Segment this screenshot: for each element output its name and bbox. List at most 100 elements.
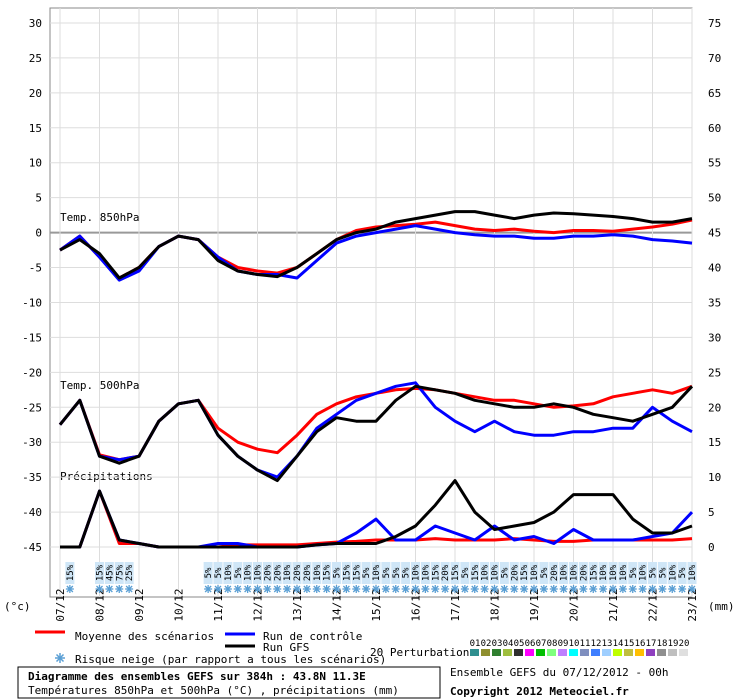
run-info: Ensemble GEFS du 07/12/2012 - 00h (450, 666, 669, 679)
x-tick-label: 22/12 (647, 588, 660, 621)
y2-tick-label: 30 (708, 331, 721, 344)
snow-flake (263, 585, 272, 593)
snow-flake (65, 585, 74, 593)
snow-cell (480, 562, 490, 584)
y-tick-label: -45 (22, 541, 42, 554)
snow-label: 10% (283, 564, 293, 581)
snow-label: 10% (224, 564, 234, 581)
x-tick-label: 16/12 (410, 588, 423, 621)
y-tick-label: -10 (22, 296, 42, 309)
snow-flake (579, 585, 588, 593)
snow-cell (114, 562, 124, 584)
snow-flake (95, 585, 104, 593)
snow-cell (381, 562, 391, 584)
perturbation-label: 19 (668, 639, 679, 649)
snow-cell (223, 562, 233, 584)
snow-flake (678, 585, 687, 593)
snow-flake (411, 585, 420, 593)
snow-flake (648, 585, 657, 593)
snow-label: 5% (461, 567, 471, 578)
perturbation-label: 12 (591, 639, 602, 649)
snow-label: 10% (421, 564, 431, 581)
y2-tick-label: 65 (708, 87, 721, 100)
snow-cell (499, 562, 509, 584)
snow-label: 10% (688, 564, 698, 581)
snow-flake (283, 585, 292, 593)
snow-flake (214, 585, 222, 593)
perturbation-swatch (646, 649, 655, 656)
snow-cell (233, 562, 243, 584)
snow-flake (530, 585, 538, 593)
copyright: Copyright 2012 Meteociel.fr (450, 685, 629, 698)
perturbation-swatch (492, 649, 501, 656)
legend-label: Run de contrôle (263, 630, 362, 643)
perturbation-label: 13 (602, 639, 613, 649)
snow-label: 15% (96, 564, 106, 581)
y2-tick-label: 35 (708, 296, 721, 309)
snow-label: 10% (639, 564, 649, 581)
snow-label: 5% (649, 567, 659, 578)
snow-flake (312, 585, 321, 593)
x-tick-label: 21/12 (607, 588, 620, 621)
left-unit: (°c) (4, 600, 31, 613)
snow-flake (105, 585, 114, 593)
perturbation-swatch (679, 649, 688, 656)
snow-cell (470, 562, 480, 584)
perturbation-label: 11 (580, 639, 591, 649)
y-tick-label: -5 (29, 262, 42, 275)
perturbation-swatch (580, 649, 589, 656)
snow-label: 15% (352, 564, 362, 581)
snow-cell (539, 562, 549, 584)
perturbations-label: 20 Perturbations (370, 646, 476, 659)
snow-flake (302, 585, 311, 593)
snow-flake (223, 585, 232, 593)
x-tick-label: 14/12 (331, 588, 344, 621)
snow-cell (618, 562, 628, 584)
snow-label: 20% (263, 564, 273, 581)
snow-cell (203, 562, 213, 584)
perturbation-label: 15 (624, 639, 635, 649)
snow-flake (658, 585, 667, 593)
snow-label: 5% (333, 567, 343, 578)
x-tick-label: 13/12 (291, 588, 304, 621)
snow-label: 20% (579, 564, 589, 581)
snow-flake (589, 585, 598, 593)
snow-flake (628, 585, 637, 593)
label-precip: Précipitations (60, 470, 153, 483)
y-tick-label: -30 (22, 436, 42, 449)
snow-flake (421, 585, 430, 593)
snow-cell (519, 562, 529, 584)
snow-cell (332, 562, 341, 584)
y2-tick-label: 20 (708, 401, 721, 414)
snow-label: 10% (412, 564, 422, 581)
snow-flake (638, 585, 647, 593)
x-tick-label: 15/12 (370, 588, 383, 621)
y-tick-label: -25 (22, 401, 42, 414)
snow-flake (125, 585, 134, 593)
snow-cell (598, 562, 608, 584)
snow-cell (628, 562, 638, 584)
snow-cell (411, 562, 420, 584)
x-tick-label: 08/12 (94, 588, 107, 621)
x-tick-label: 12/12 (252, 588, 265, 621)
snow-cell (371, 562, 381, 584)
snow-cell (460, 562, 470, 584)
y2-tick-label: 75 (708, 17, 721, 30)
snow-cell (401, 562, 411, 584)
perturbation-label: 07 (536, 639, 547, 649)
snow-cell (657, 562, 667, 584)
perturbation-label: 01 (470, 639, 481, 649)
x-tick-label: 18/12 (489, 588, 502, 621)
perturbation-swatch (536, 649, 545, 656)
y-tick-label: -35 (22, 471, 42, 484)
snow-flake (204, 585, 213, 593)
snow-label: 5% (392, 567, 402, 578)
snow-flake (381, 585, 390, 593)
snow-flake (362, 585, 371, 593)
snow-flake (233, 585, 242, 593)
legend-label: Run GFS (263, 641, 309, 654)
snow-cell (124, 562, 134, 584)
snow-flake (559, 585, 568, 593)
y2-tick-label: 25 (708, 366, 721, 379)
snow-label: 10% (599, 564, 609, 581)
